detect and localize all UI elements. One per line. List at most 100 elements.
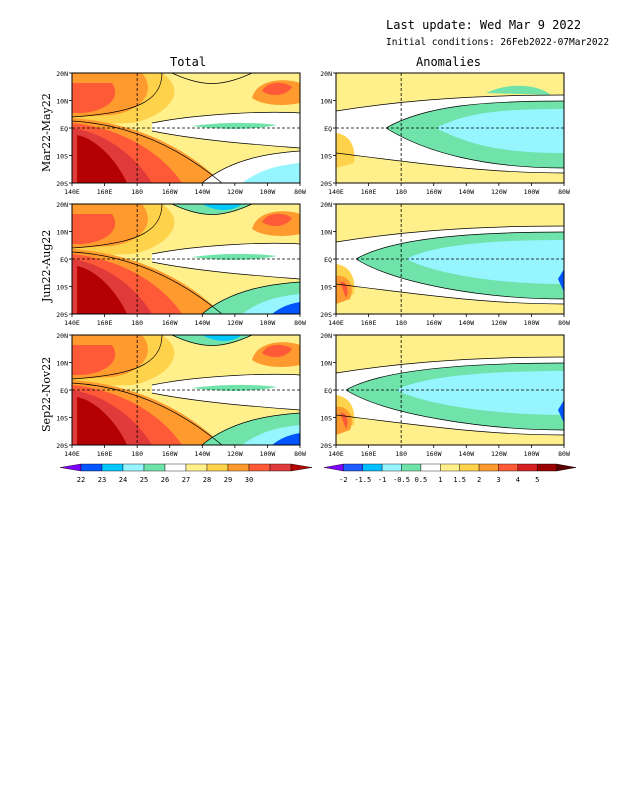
longitude-label: 80W <box>294 319 306 327</box>
latitude-label: 20N <box>320 201 332 209</box>
latitude-label: 10N <box>56 229 68 237</box>
colorbar-label: -1 <box>378 476 386 484</box>
colorbar-swatch <box>185 463 208 472</box>
colorbar-swatch <box>164 463 187 472</box>
colorbar-swatch <box>227 463 250 472</box>
colorbar-swatch <box>478 463 499 472</box>
colorbar-swatch <box>206 463 229 472</box>
colorbar-label: 1.5 <box>453 476 466 484</box>
colorbar-label: 26 <box>161 476 169 484</box>
longitude-label: 160E <box>97 450 113 458</box>
colorbar-label: 24 <box>119 476 127 484</box>
longitude-label: 80W <box>294 450 306 458</box>
latitude-label: 20S <box>320 311 332 319</box>
latitude-label: 20N <box>56 201 68 209</box>
colorbar-swatch <box>537 463 557 472</box>
colorbar-label: 30 <box>245 476 253 484</box>
longitude-label: 140E <box>64 319 80 327</box>
latitude-label: EQ <box>324 256 332 264</box>
latitude-label: 10N <box>56 98 68 106</box>
colorbar-label: 0.5 <box>415 476 428 484</box>
total-colorbar: 22 23 24 25 26 27 28 29 30 <box>59 463 313 484</box>
colorbar-label: 1 <box>438 476 442 484</box>
longitude-label: 160W <box>162 188 178 196</box>
longitude-label: 100W <box>260 319 276 327</box>
latitude-label: 20S <box>320 442 332 450</box>
longitude-label: 160E <box>361 450 377 458</box>
longitude-label: 100W <box>524 188 540 196</box>
latitude-label: 20N <box>320 332 332 340</box>
colorbar-label: -1.5 <box>354 476 371 484</box>
latitude-label: EQ <box>324 125 332 133</box>
colorbar-swatch <box>122 463 145 472</box>
longitude-label: 140W <box>194 450 210 458</box>
colorbar-swatch <box>401 463 422 472</box>
colorbar-label: 27 <box>182 476 190 484</box>
colorbar-swatch <box>343 463 363 472</box>
latitude-label: 10N <box>320 98 332 106</box>
latitude-label: 10N <box>320 360 332 368</box>
longitude-label: 100W <box>524 319 540 327</box>
longitude-label: 140W <box>458 188 474 196</box>
longitude-label: 80W <box>558 450 570 458</box>
latitude-label: 20N <box>320 70 332 78</box>
latitude-label: EQ <box>60 125 68 133</box>
latitude-label: 20S <box>56 442 68 450</box>
colorbar-swatch <box>59 463 82 472</box>
longitude-label: 100W <box>260 450 276 458</box>
colorbar-swatch <box>498 463 519 472</box>
longitude-label: 140W <box>458 450 474 458</box>
longitude-label: 160E <box>97 319 113 327</box>
colorbar-swatch <box>381 463 402 472</box>
longitude-label: 140E <box>328 450 344 458</box>
latitude-label: 20S <box>320 180 332 188</box>
total-column-title: Total <box>170 55 207 69</box>
latitude-label: 10S <box>320 284 332 292</box>
latitude-label: 10S <box>56 284 68 292</box>
longitude-label: 180 <box>131 319 143 327</box>
longitude-label: 180 <box>395 450 407 458</box>
colorbar-label: 5 <box>535 476 539 484</box>
colorbar-label: 29 <box>224 476 232 484</box>
latitude-label: EQ <box>324 387 332 395</box>
longitude-label: 80W <box>294 188 306 196</box>
longitude-label: 120W <box>227 188 243 196</box>
longitude-label: 80W <box>558 188 570 196</box>
colorbar-label: 3 <box>496 476 500 484</box>
longitude-label: 180 <box>131 188 143 196</box>
latitude-label: 20S <box>56 311 68 319</box>
last-update-text: Last update: Wed Mar 9 2022 <box>386 18 582 32</box>
latitude-label: 10S <box>56 415 68 423</box>
colorbar-label: 4 <box>516 476 520 484</box>
colorbar-swatch <box>290 463 313 472</box>
anomalies-column-title: Anomalies <box>416 55 482 69</box>
longitude-label: 140E <box>328 319 344 327</box>
longitude-label: 140E <box>64 188 80 196</box>
longitude-label: 140W <box>194 188 210 196</box>
longitude-label: 160E <box>361 188 377 196</box>
longitude-label: 160W <box>162 319 178 327</box>
colorbar-swatch <box>440 463 460 472</box>
colorbar-swatch <box>269 463 292 472</box>
longitude-label: 80W <box>558 319 570 327</box>
colorbar-swatch <box>323 463 344 472</box>
longitude-label: 160W <box>162 450 178 458</box>
longitude-label: 120W <box>491 188 507 196</box>
colorbar-swatch <box>517 463 538 472</box>
colorbar-swatch <box>420 463 441 472</box>
latitude-label: 20N <box>56 70 68 78</box>
anomaly-colorbar: -2 -1.5 -1 -0.5 0.5 1 1.5 2 3 4 5 <box>323 463 577 484</box>
latitude-label: 20N <box>56 332 68 340</box>
longitude-label: 180 <box>131 450 143 458</box>
longitude-label: 120W <box>227 450 243 458</box>
longitude-label: 120W <box>491 319 507 327</box>
longitude-label: 140E <box>64 450 80 458</box>
longitude-label: 160E <box>97 188 113 196</box>
longitude-label: 140E <box>328 188 344 196</box>
colorbar-swatch <box>362 463 383 472</box>
